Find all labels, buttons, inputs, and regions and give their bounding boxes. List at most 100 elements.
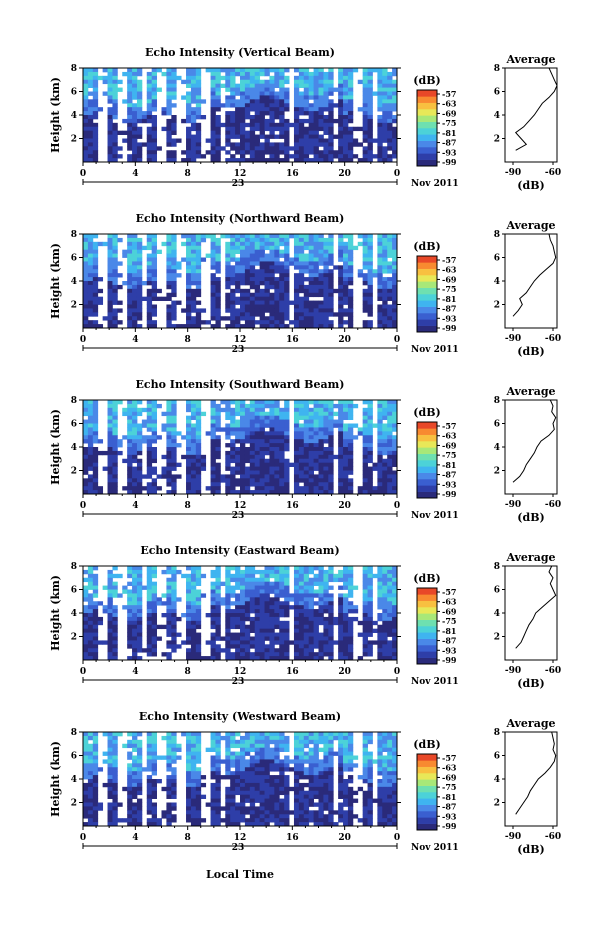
heatmap-cell [102,751,108,756]
heatmap-cell [318,79,324,85]
heatmap-cell [87,628,94,633]
heatmap-cell [235,454,241,460]
heatmap-cell [323,292,329,298]
heatmap-cell [279,79,285,85]
heatmap-cell [392,423,398,428]
heatmap-cell [107,589,113,594]
heatmap-cell [151,79,157,85]
heatmap-cell [151,644,157,649]
heatmap-cell [343,486,349,491]
heatmap-cell [269,68,275,73]
heatmap-cell [313,138,319,143]
heatmap-cell [323,241,329,247]
heatmap-cell [318,569,324,575]
heatmap-cell [176,300,182,305]
heatmap-cell [382,79,388,85]
heatmap-cell [112,447,118,452]
y-tick-label: 8 [71,64,77,74]
heatmap-cell [387,118,393,124]
heatmap-cell [323,577,329,583]
heatmap-cell [259,241,265,247]
heatmap-cell [293,628,300,633]
heatmap-cell [259,292,265,298]
heatmap-cell [132,115,138,120]
heatmap-cell [293,304,300,309]
heatmap-cell [240,115,246,120]
colorbar-swatch [417,159,437,167]
heatmap-cell [347,245,354,251]
average-x-label: (dB) [517,345,544,358]
heatmap-cell [244,146,251,151]
heatmap-cell [225,640,231,645]
heatmap-cell [240,490,246,495]
heatmap-cell [195,616,202,622]
heatmap-cell [387,609,393,614]
heatmap-cell [107,284,113,290]
heatmap-cell [83,751,89,756]
heatmap-cell [259,126,265,132]
heatmap-cell [308,474,314,479]
heatmap-cell [240,118,246,124]
heatmap-cell [215,115,221,120]
heatmap-cell [367,115,373,120]
heatmap-cell [107,814,113,819]
heatmap-cell [166,154,172,159]
colorbar-swatch [417,306,437,314]
heatmap-cell [230,632,236,637]
colorbar-swatch [417,428,437,435]
heatmap-cell [112,419,118,424]
heatmap-cell [387,566,393,571]
heatmap-cell [151,312,157,317]
heatmap-cell [347,265,354,270]
heatmap-cell [136,613,143,618]
heatmap-cell [338,296,344,301]
y-tick-label: 2 [71,135,77,145]
heatmap-cell [107,779,113,784]
heatmap-cell [171,624,177,630]
heatmap-cell [87,400,94,405]
heatmap-cell [308,304,314,309]
heatmap-cell [308,400,314,405]
heatmap-cell [259,466,265,471]
heatmap-cell [259,458,265,464]
heatmap-cell [186,419,192,424]
heatmap-cell [387,632,393,637]
heatmap-cell [210,601,216,606]
heatmap-cell [83,103,89,108]
heatmap-cell [151,158,157,163]
heatmap-cell [205,640,211,645]
heatmap-cell [249,154,256,159]
heatmap-cell [146,83,153,88]
heatmap-cell [230,142,236,147]
heatmap-cell [254,118,261,124]
heatmap-cell [190,296,197,301]
heatmap-cell [347,462,354,467]
heatmap-cell [303,269,310,274]
heatmap-cell [343,103,349,108]
heatmap-cell [171,158,177,163]
heatmap-cell [240,466,246,471]
heatmap-cell [166,490,172,495]
colorbar-label: -93 [442,313,457,323]
heatmap-cell [230,609,236,614]
heatmap-cell [269,400,275,405]
heatmap-cell [313,95,319,100]
heatmap-cell [210,458,216,464]
heatmap-cell [362,439,368,444]
heatmap-cell [298,462,305,467]
heatmap-cell [259,644,265,649]
heatmap-cell [127,411,133,417]
heatmap-cell [146,605,153,610]
heatmap-cell [318,316,324,321]
heatmap-cell [387,269,393,274]
y-axis-label: Height (km) [49,409,62,485]
heatmap-cell [249,281,256,286]
heatmap-cell [151,620,157,626]
heatmap-cell [132,569,138,575]
heatmap-cell [215,466,221,471]
heatmap-cell [347,95,354,100]
heatmap-cell [259,103,265,108]
heatmap-cell [215,601,221,606]
heatmap-cell [274,150,280,155]
heatmap-cell [107,427,113,432]
